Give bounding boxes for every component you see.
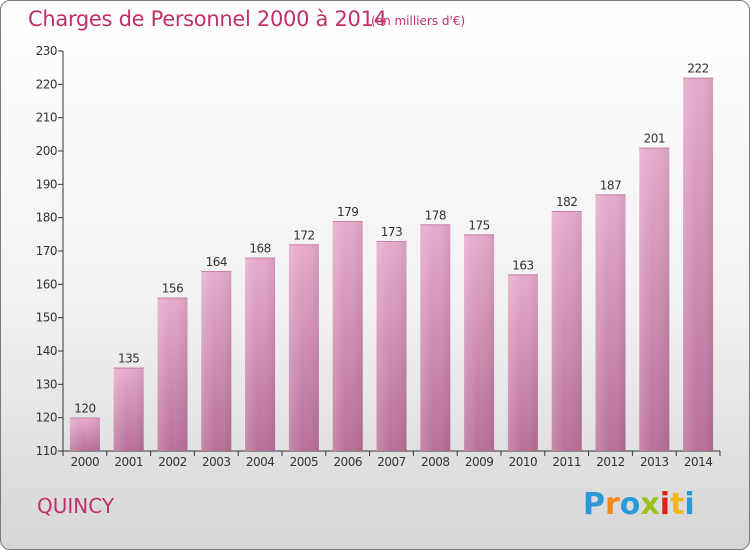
logo-letter: i (684, 487, 695, 522)
x-tick-label: 2012 (596, 455, 625, 469)
y-tick-label: 130 (36, 377, 57, 391)
data-label: 222 (687, 62, 708, 76)
data-label: 175 (468, 218, 489, 232)
bar-shade (201, 271, 232, 451)
y-tick-label: 180 (36, 211, 57, 225)
logo-letter: r (605, 487, 620, 522)
data-label: 172 (293, 228, 314, 242)
x-tick-label: 2005 (290, 455, 319, 469)
bar-shade (639, 147, 670, 451)
bar-shade (683, 77, 714, 452)
bar-shade (113, 367, 144, 451)
x-tick-label: 2007 (377, 455, 406, 469)
y-tick-label: 200 (36, 144, 57, 158)
unit-note: (en milliers d'€) (371, 14, 466, 28)
y-tick-label: 140 (36, 344, 57, 358)
data-label: 201 (644, 132, 665, 146)
bar-shade (595, 194, 626, 452)
y-tick-label: 210 (36, 111, 57, 125)
data-label: 120 (74, 402, 95, 416)
y-tick-label: 160 (36, 277, 57, 291)
bar-shade (288, 244, 319, 451)
logo-letter: x (640, 487, 660, 522)
y-tick-label: 230 (36, 44, 57, 58)
x-tick-label: 2001 (114, 455, 143, 469)
data-label: 179 (337, 205, 358, 219)
logo-letter: i (659, 487, 671, 522)
x-tick-label: 2011 (552, 455, 581, 469)
logo-letter: t (670, 487, 685, 522)
data-label: 168 (249, 242, 270, 256)
data-label: 178 (425, 208, 446, 222)
bar-shade (420, 224, 451, 451)
data-label: 187 (600, 178, 621, 192)
bar-shade (376, 241, 407, 451)
x-tick-label: 2000 (71, 455, 100, 469)
data-label: 156 (162, 282, 183, 296)
bar-shade (332, 221, 363, 451)
data-label: 182 (556, 195, 577, 209)
bar-shade (245, 257, 276, 451)
logo-letter: o (619, 487, 641, 522)
logo-letter: P (583, 487, 605, 522)
y-tick-label: 110 (36, 444, 57, 458)
city-name: QUINCY (37, 494, 115, 518)
x-tick-label: 2004 (246, 455, 275, 469)
y-tick-label: 120 (36, 411, 57, 425)
x-tick-label: 2003 (202, 455, 231, 469)
data-label: 173 (381, 225, 402, 239)
y-tick-label: 150 (36, 311, 57, 325)
x-tick-label: 2002 (158, 455, 187, 469)
data-label: 135 (118, 352, 139, 366)
data-label: 164 (206, 255, 227, 269)
y-tick-label: 220 (36, 77, 57, 91)
data-label: 163 (512, 258, 533, 272)
x-tick-label: 2008 (421, 455, 450, 469)
x-tick-label: 2010 (509, 455, 538, 469)
chart-title: Charges de Personnel 2000 à 2014 (28, 7, 387, 31)
bar-shade (157, 297, 188, 451)
bar-shade (464, 234, 495, 451)
x-tick-label: 2014 (684, 455, 713, 469)
x-tick-label: 2013 (640, 455, 669, 469)
bar-shade (507, 274, 538, 451)
y-tick-label: 170 (36, 244, 57, 258)
y-tick-label: 190 (36, 177, 57, 191)
bar-shade (69, 417, 100, 451)
x-tick-label: 2009 (465, 455, 494, 469)
bar-shade (551, 211, 582, 451)
x-tick-label: 2006 (333, 455, 362, 469)
proxiti-logo[interactable]: Proxiti (583, 487, 695, 522)
